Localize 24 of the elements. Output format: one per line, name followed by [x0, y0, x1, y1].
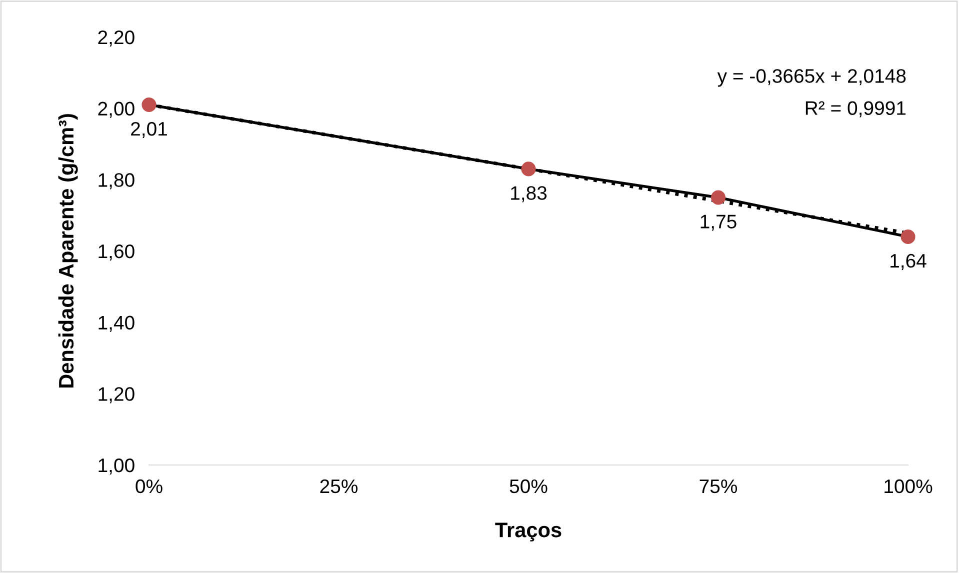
x-tick-label: 50% — [510, 479, 548, 494]
y-tick-label: 2,20 — [98, 30, 134, 47]
y-tick-label: 1,40 — [98, 316, 134, 332]
point — [710, 190, 726, 205]
data-label: 1,75 — [700, 214, 736, 231]
point — [900, 229, 916, 244]
y-axis-title: Densidade Aparente (g/cm³) — [58, 114, 78, 388]
data-label: 1,83 — [511, 186, 547, 202]
data-label: 1,64 — [890, 254, 926, 270]
y-tick-label: 1,00 — [98, 458, 134, 475]
y-tick-label: 1,80 — [98, 173, 134, 190]
annotation: R² = 0,9991 — [806, 101, 906, 118]
point — [521, 162, 536, 176]
annotation: y = -0,3665x + 2,0148 — [717, 69, 906, 87]
x-tick-label: 75% — [700, 479, 738, 494]
y-tick-label: 2,00 — [98, 102, 134, 118]
point — [142, 97, 156, 112]
x-tick-label: 100% — [884, 479, 932, 494]
x-tick-label: 25% — [320, 479, 358, 494]
data-label: 2,01 — [131, 122, 167, 138]
x-tick-label: 0% — [136, 479, 162, 494]
y-tick-label: 1,60 — [98, 244, 134, 261]
x-axis-title: Traços — [495, 522, 562, 542]
y-tick-label: 1,20 — [98, 387, 134, 404]
